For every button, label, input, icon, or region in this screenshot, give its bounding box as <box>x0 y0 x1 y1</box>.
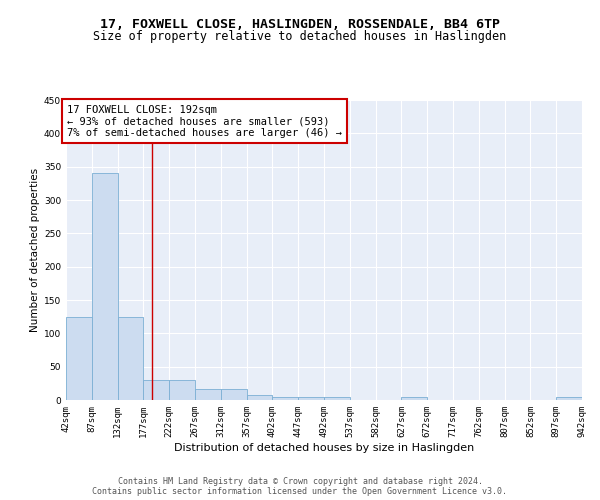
Bar <box>195 388 221 400</box>
Bar <box>556 396 582 400</box>
Y-axis label: Number of detached properties: Number of detached properties <box>30 168 40 332</box>
Bar <box>401 396 427 400</box>
Text: Size of property relative to detached houses in Haslingden: Size of property relative to detached ho… <box>94 30 506 43</box>
Bar <box>66 316 92 400</box>
Bar <box>169 380 195 400</box>
Bar <box>221 388 247 400</box>
Text: 17 FOXWELL CLOSE: 192sqm
← 93% of detached houses are smaller (593)
7% of semi-d: 17 FOXWELL CLOSE: 192sqm ← 93% of detach… <box>67 104 342 138</box>
Text: Contains HM Land Registry data © Crown copyright and database right 2024.
Contai: Contains HM Land Registry data © Crown c… <box>92 476 508 496</box>
Bar <box>143 380 169 400</box>
Bar <box>298 396 324 400</box>
X-axis label: Distribution of detached houses by size in Haslingden: Distribution of detached houses by size … <box>174 442 474 452</box>
Bar <box>324 396 350 400</box>
Bar <box>272 396 298 400</box>
Bar <box>92 174 118 400</box>
Bar <box>247 394 272 400</box>
Bar <box>118 316 143 400</box>
Text: 17, FOXWELL CLOSE, HASLINGDEN, ROSSENDALE, BB4 6TP: 17, FOXWELL CLOSE, HASLINGDEN, ROSSENDAL… <box>100 18 500 30</box>
